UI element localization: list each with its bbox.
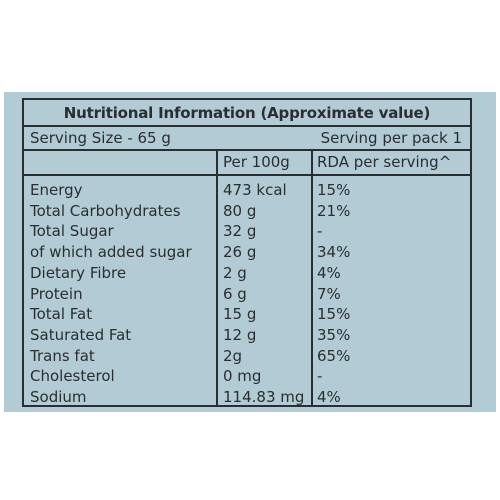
nutrient-name: Trans fat bbox=[30, 346, 95, 365]
table-row: Cholesterol 0 mg - bbox=[24, 366, 470, 387]
per-100g-value: 2g bbox=[223, 346, 243, 365]
serving-size: Serving Size - 65 g bbox=[30, 129, 171, 147]
nutrient-name: Cholesterol bbox=[30, 367, 115, 386]
column-header-row: Per 100g RDA per serving^ bbox=[24, 151, 470, 176]
table-row: of which added sugar 26 g 34% bbox=[24, 242, 470, 263]
rda-value: - bbox=[317, 222, 323, 241]
rda-value: 4% bbox=[317, 263, 341, 282]
per-100g-value: 0 mg bbox=[223, 367, 262, 386]
column-divider bbox=[216, 151, 218, 405]
rda-value: 21% bbox=[317, 201, 351, 220]
nutrient-name: Saturated Fat bbox=[30, 325, 132, 344]
serving-row: Serving Size - 65 g Serving per pack 1 bbox=[24, 127, 470, 151]
rda-value: 65% bbox=[317, 346, 351, 365]
table-row: Total Sugar 32 g - bbox=[24, 221, 470, 242]
nutrient-name: Total Carbohydrates bbox=[30, 201, 181, 220]
nutrient-name: Energy bbox=[30, 181, 83, 199]
nutrient-name: Sodium bbox=[30, 388, 87, 406]
rda-value: 4% bbox=[317, 388, 341, 406]
rda-value: 15% bbox=[317, 181, 351, 199]
nutrition-table: Nutritional Information (Approximate val… bbox=[22, 98, 472, 407]
nutrient-name: of which added sugar bbox=[30, 243, 192, 262]
table-title: Nutritional Information (Approximate val… bbox=[24, 100, 470, 127]
rda-value: 7% bbox=[317, 284, 341, 303]
per-100g-value: 32 g bbox=[223, 222, 257, 241]
table-row: Sodium 114.83 mg 4% bbox=[24, 387, 470, 408]
label-background bbox=[4, 92, 496, 412]
rda-value: 34% bbox=[317, 243, 351, 262]
per-100g-value: 15 g bbox=[223, 305, 257, 324]
per-100g-value: 6 g bbox=[223, 284, 247, 303]
table-row: Total Carbohydrates 80 g 21% bbox=[24, 201, 470, 222]
nutrient-name: Dietary Fibre bbox=[30, 263, 127, 282]
header-per-100g: Per 100g bbox=[223, 153, 290, 171]
per-100g-value: 114.83 mg bbox=[223, 388, 305, 406]
rda-value: - bbox=[317, 367, 323, 386]
nutrient-name: Total Sugar bbox=[30, 222, 114, 241]
per-100g-value: 80 g bbox=[223, 201, 257, 220]
per-100g-value: 26 g bbox=[223, 243, 257, 262]
serving-per-pack: Serving per pack 1 bbox=[320, 129, 462, 147]
table-row: Trans fat 2g 65% bbox=[24, 346, 470, 367]
nutrient-name: Total Fat bbox=[30, 305, 93, 324]
rda-value: 15% bbox=[317, 305, 351, 324]
per-100g-value: 12 g bbox=[223, 325, 257, 344]
column-divider bbox=[311, 151, 313, 405]
table-row: Total Fat 15 g 15% bbox=[24, 304, 470, 325]
rda-value: 35% bbox=[317, 325, 351, 344]
table-row: Energy 473 kcal 15% bbox=[24, 180, 470, 201]
per-100g-value: 473 kcal bbox=[223, 181, 287, 199]
table-row: Protein 6 g 7% bbox=[24, 284, 470, 305]
table-row: Saturated Fat 12 g 35% bbox=[24, 325, 470, 346]
table-row: Dietary Fibre 2 g 4% bbox=[24, 263, 470, 284]
header-rda: RDA per serving^ bbox=[317, 153, 452, 171]
nutrient-name: Protein bbox=[30, 284, 83, 303]
per-100g-value: 2 g bbox=[223, 263, 247, 282]
